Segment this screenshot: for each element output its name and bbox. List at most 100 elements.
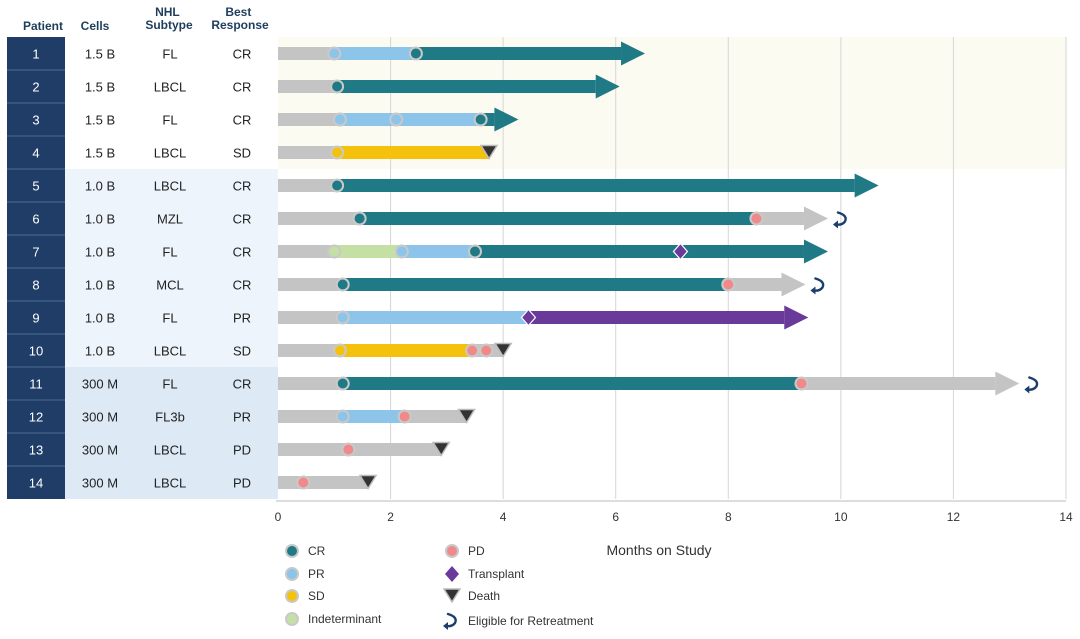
- group-1-shade: [65, 37, 278, 169]
- segment-sd-bar: [337, 146, 490, 159]
- patient-id: 2: [32, 80, 39, 95]
- patient-id: 7: [32, 245, 39, 260]
- segment-pr-bar: [401, 245, 475, 258]
- header-cells: Cells: [81, 19, 110, 33]
- patient-id: 5: [32, 179, 39, 194]
- arrow-head: [803, 206, 828, 231]
- death-marker: [493, 342, 513, 358]
- subtype-value: LBCL: [154, 146, 187, 161]
- segment-cr-bar: [359, 212, 757, 225]
- legend-swatch-cr: [285, 544, 299, 558]
- swim-lane-patient-5: [278, 173, 879, 198]
- pd-marker: [341, 442, 356, 457]
- swim-lane-patient-11: [278, 371, 1039, 396]
- swim-lane-patient-12: [278, 408, 476, 424]
- header-best-response: Best Response: [211, 5, 269, 32]
- segment-pr-bar: [339, 113, 481, 126]
- cells-value: 1.5 B: [85, 47, 115, 62]
- segment-pr-bar: [342, 311, 529, 324]
- cells-value: 1.5 B: [85, 113, 115, 128]
- cells-value: 1.0 B: [85, 212, 115, 227]
- subtype-value: FL: [162, 47, 177, 62]
- legend-swatch-transplant: [445, 566, 459, 582]
- legend-item-eligible-for-retreatment: Eligible for Retreatment: [443, 612, 594, 630]
- best-response-value: CR: [233, 179, 252, 194]
- subtype-value: LBCL: [154, 80, 187, 95]
- pd-marker: [479, 343, 494, 358]
- pr-marker: [394, 244, 409, 259]
- header-best-line1: Best: [225, 5, 251, 19]
- swim-lane-patient-3: [278, 107, 519, 132]
- retreatment-arrow-tip: [832, 220, 838, 229]
- legend-swatch-pd: [445, 544, 459, 558]
- cells-value: 1.0 B: [85, 311, 115, 326]
- pd-marker: [397, 409, 412, 424]
- arrow-head: [995, 371, 1020, 396]
- legend-label: Death: [468, 589, 500, 603]
- cr-marker: [335, 376, 350, 391]
- best-response-value: CR: [233, 212, 252, 227]
- segment-off-bar: [278, 476, 369, 489]
- segment-off-bar: [278, 377, 343, 390]
- segment-off-bar: [278, 47, 335, 60]
- segment-cr-bar: [337, 179, 855, 192]
- segment-off-bar: [278, 311, 343, 324]
- segment-off-bar: [756, 212, 804, 225]
- best-response-value: SD: [233, 146, 251, 161]
- subtype-value: FL3b: [155, 410, 185, 425]
- pd-marker: [465, 343, 480, 358]
- retreatment-marker: [834, 211, 847, 226]
- swim-lane-patient-10: [278, 342, 513, 358]
- arrow-head: [621, 41, 646, 66]
- segment-off-bar: [278, 410, 343, 423]
- patient-id: 12: [29, 410, 43, 425]
- legend-label: Indeterminant: [308, 612, 382, 626]
- x-tick-label-10: 10: [834, 510, 848, 524]
- swim-lane-patient-14: [278, 474, 378, 490]
- legend-item-cr: CR: [285, 544, 326, 558]
- legend-label: PD: [468, 544, 485, 558]
- x-tick-label-8: 8: [725, 510, 732, 524]
- segment-off-bar: [278, 278, 343, 291]
- patient-id: 14: [29, 476, 43, 491]
- segment-off-bar: [801, 377, 996, 390]
- arrow-head: [803, 239, 828, 264]
- swim-lanes: [278, 41, 1039, 490]
- cells-value: 1.0 B: [85, 179, 115, 194]
- pd-marker: [296, 475, 311, 490]
- pr-marker: [335, 409, 350, 424]
- swim-lane-patient-2: [278, 74, 620, 99]
- header-subtype-line2: Subtype: [145, 18, 193, 32]
- segment-cr-bar: [342, 278, 729, 291]
- legend-swatch-death: [442, 588, 462, 604]
- segment-off-bar: [278, 146, 338, 159]
- cells-value: 300 M: [82, 476, 118, 491]
- swim-lane-patient-8: [278, 272, 825, 297]
- death-marker: [457, 408, 476, 424]
- arrow-head: [494, 107, 519, 132]
- segment-sd-bar: [339, 344, 473, 357]
- subtype-value: FL: [162, 311, 177, 326]
- legend-swatch-indeterminant: [285, 612, 299, 626]
- x-tick-label-4: 4: [500, 510, 507, 524]
- cells-value: 1.5 B: [85, 80, 115, 95]
- legend-swatch-retreatment-tip: [443, 622, 448, 630]
- subtype-value: LBCL: [154, 476, 187, 491]
- pd-marker: [749, 211, 764, 226]
- subtype-value: MZL: [157, 212, 183, 227]
- patient-id: 6: [32, 212, 39, 227]
- segment-off-bar: [278, 80, 338, 93]
- cells-value: 1.0 B: [85, 344, 115, 359]
- legend-label: SD: [308, 589, 325, 603]
- patient-id: 8: [32, 278, 39, 293]
- segment-off-bar: [404, 410, 467, 423]
- segment-cr-bar: [342, 377, 802, 390]
- cr-marker: [335, 277, 350, 292]
- segment-off-bar: [278, 179, 338, 192]
- segment-transplant-bar: [528, 311, 785, 324]
- best-response-value: CR: [233, 113, 252, 128]
- cr-marker: [352, 211, 367, 226]
- segment-off-bar: [728, 278, 782, 291]
- swim-lane-patient-6: [278, 206, 847, 231]
- death-marker: [431, 441, 451, 457]
